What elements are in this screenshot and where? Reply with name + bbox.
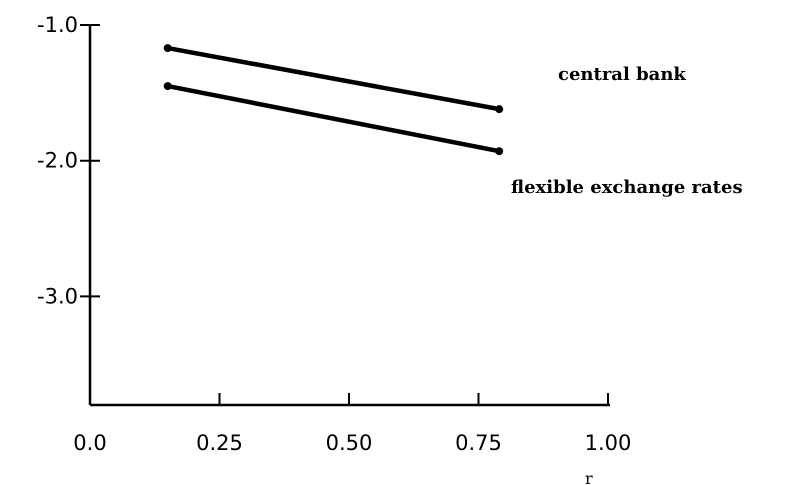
series-line-0 xyxy=(165,45,502,112)
y-tick-label: -2.0 xyxy=(37,149,78,173)
series-point xyxy=(163,82,172,91)
y-tick-label: -3.0 xyxy=(37,284,78,308)
x-tick-label: 1.00 xyxy=(585,431,632,455)
x-tick-label: 0.50 xyxy=(326,431,373,455)
series-point xyxy=(163,44,172,53)
series-point xyxy=(495,147,504,156)
x-tick-label: 0.0 xyxy=(73,431,106,455)
series-line-1 xyxy=(165,83,502,154)
series-label-central-bank: central bank xyxy=(558,64,686,85)
series-point xyxy=(495,105,504,114)
x-tick-label: 0.25 xyxy=(196,431,243,455)
series-labels: central bank flexible exchange rates xyxy=(511,64,743,198)
x-axis-label: r xyxy=(585,469,593,485)
x-ticks: 0.0 0.25 0.50 0.75 1.00 xyxy=(73,393,631,455)
x-tick-label: 0.75 xyxy=(455,431,502,455)
series-label-flexible-exchange-rates: flexible exchange rates xyxy=(511,177,743,198)
y-tick-label: -1.0 xyxy=(37,13,78,37)
y-ticks: -1.0 -2.0 -3.0 xyxy=(37,13,100,308)
series-group xyxy=(163,44,504,156)
